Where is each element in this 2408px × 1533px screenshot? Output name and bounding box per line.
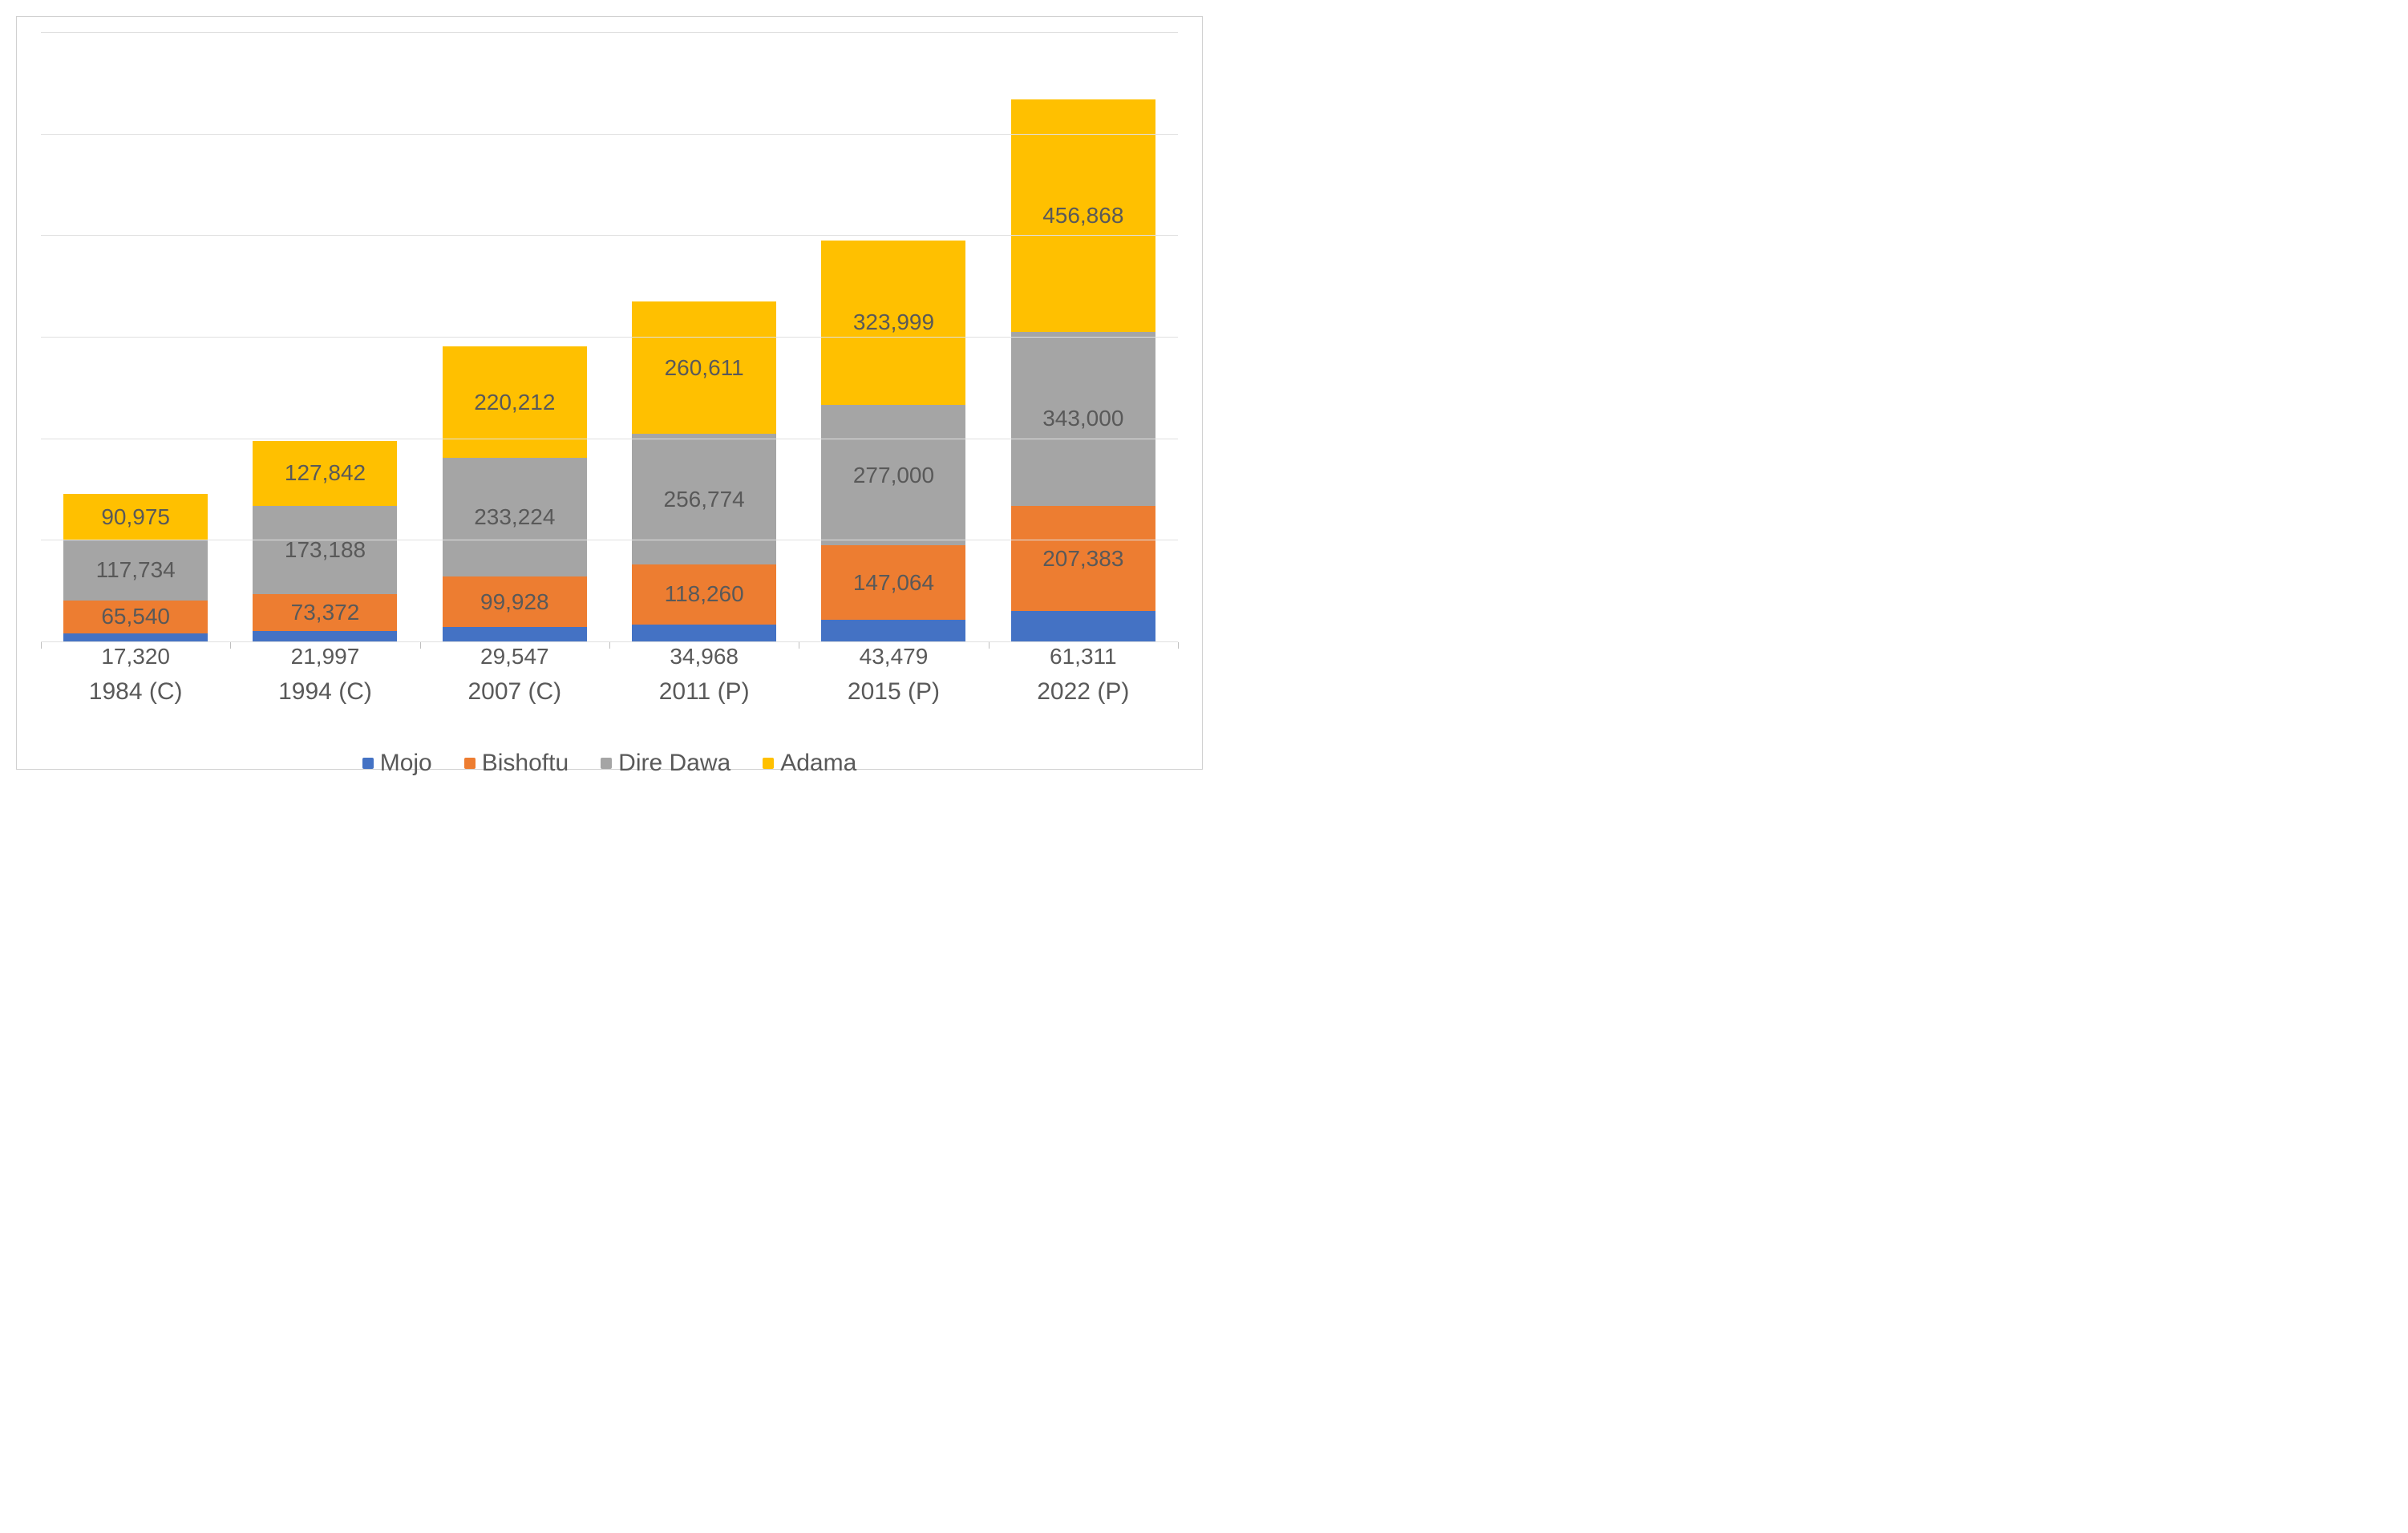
- bar-group: 43,479 147,064 277,000 323,999: [821, 241, 965, 642]
- bar-segment-bishoftu: 147,064: [821, 545, 965, 620]
- bar-group: 34,968 118,260 256,774 260,611: [632, 301, 776, 642]
- stacked-bar-chart: 17,320 65,540 117,734 90,975 21,997 73,372 173…: [16, 16, 1203, 770]
- bar-value-label: 65,540: [101, 604, 170, 629]
- legend-label: Dire Dawa: [618, 750, 730, 777]
- bar-segment-dire-dawa: 277,000: [821, 405, 965, 545]
- legend-swatch: [763, 758, 774, 769]
- bar-value-label: 99,928: [480, 589, 549, 615]
- gridline: [41, 134, 1178, 135]
- bar-value-label: 277,000: [853, 463, 934, 488]
- bar-value-label: 61,311: [1050, 644, 1117, 669]
- bar-value-label: 343,000: [1042, 406, 1123, 431]
- bar-value-label: 147,064: [853, 570, 934, 596]
- x-axis-label: 2015 (P): [821, 678, 965, 706]
- bar-value-label: 17,320: [101, 644, 170, 669]
- x-axis-tick: [1178, 642, 1179, 649]
- bar-segment-adama: 260,611: [632, 301, 776, 434]
- bar-group: 17,32065,540117,73490,975: [63, 494, 208, 642]
- x-axis-labels: 1984 (C) 1994 (C) 2007 (C) 2011 (P) 2015 (P)…: [41, 678, 1178, 706]
- bar-value-label: 34,968: [670, 644, 739, 669]
- legend-swatch: [601, 758, 612, 769]
- bar-group: 61,311 207,383 343,000 456,868: [1011, 99, 1155, 642]
- gridline: [41, 32, 1178, 33]
- bar-value-label: 233,224: [474, 504, 555, 530]
- bar-segment-adama: 90,975: [63, 494, 208, 540]
- legend-swatch: [464, 758, 476, 769]
- x-axis-label: 1984 (C): [63, 678, 208, 706]
- bar-stack: 17,32065,540117,73490,975: [63, 494, 208, 642]
- x-axis-label: 1994 (C): [253, 678, 397, 706]
- bar-value-label: 43,479: [860, 644, 929, 669]
- bar-stack: 34,968 118,260 256,774 260,611: [632, 301, 776, 642]
- bar-value-label: 118,260: [665, 581, 744, 607]
- bar-segment-mojo: 21,997: [253, 631, 397, 642]
- x-axis-label: 2022 (P): [1011, 678, 1155, 706]
- legend-item-mojo: Mojo: [362, 750, 432, 777]
- plot-area: 17,32065,540117,73490,97521,99773,372173…: [41, 33, 1178, 642]
- bar-segment-bishoftu: 73,372: [253, 594, 397, 631]
- legend: Mojo Bishoftu Dire Dawa Adama: [41, 750, 1178, 777]
- bar-value-label: 260,611: [665, 355, 744, 381]
- bar-segment-mojo: 43,479: [821, 620, 965, 642]
- x-axis-tick: [609, 642, 610, 649]
- bars-row: 17,32065,540117,73490,97521,99773,372173…: [41, 33, 1178, 642]
- bar-segment-dire-dawa: 256,774: [632, 434, 776, 564]
- legend-label: Bishoftu: [482, 750, 569, 777]
- bar-value-label: 220,212: [474, 390, 555, 415]
- bar-value-label: 90,975: [101, 504, 170, 530]
- bar-segment-mojo: 61,311: [1011, 611, 1155, 642]
- bar-segment-adama: 323,999: [821, 241, 965, 405]
- x-axis-label: 2007 (C): [443, 678, 587, 706]
- bar-segment-dire-dawa: 173,188: [253, 506, 397, 594]
- bar-value-label: 29,547: [480, 644, 549, 669]
- bar-segment-bishoftu: 118,260: [632, 564, 776, 625]
- legend-swatch: [362, 758, 374, 769]
- bar-value-label: 73,372: [291, 600, 360, 625]
- bar-stack: 43,479 147,064 277,000 323,999: [821, 241, 965, 642]
- legend-item-dire-dawa: Dire Dawa: [601, 750, 730, 777]
- bar-value-label: 117,734: [96, 557, 176, 583]
- bar-value-label: 323,999: [853, 309, 934, 335]
- bar-value-label: 456,868: [1042, 203, 1123, 229]
- bar-segment-dire-dawa: 343,000: [1011, 332, 1155, 506]
- bar-value-label: 127,842: [285, 460, 366, 486]
- gridline: [41, 235, 1178, 236]
- bar-segment-bishoftu: 207,383: [1011, 506, 1155, 611]
- bar-group: 21,997 73,372 173,188 127,842: [253, 441, 397, 642]
- bar-group: 29,547 99,928 233,224 220,212: [443, 346, 587, 642]
- bar-segment-dire-dawa: 117,734: [63, 540, 208, 601]
- legend-label: Adama: [780, 750, 856, 777]
- x-axis-tick: [230, 642, 231, 649]
- x-axis-tick: [989, 642, 990, 649]
- legend-item-adama: Adama: [763, 750, 856, 777]
- bar-value-label: 207,383: [1042, 546, 1123, 572]
- bar-segment-bishoftu: 65,540: [63, 601, 208, 634]
- bar-value-label: 173,188: [285, 537, 366, 563]
- bar-segment-dire-dawa: 233,224: [443, 458, 587, 576]
- x-axis-tick: [420, 642, 421, 649]
- bar-stack: 29,547 99,928 233,224 220,212: [443, 346, 587, 642]
- bar-segment-mojo: 34,968: [632, 625, 776, 642]
- bar-stack: 61,311 207,383 343,000 456,868: [1011, 99, 1155, 642]
- x-axis-tick: [41, 642, 42, 649]
- x-axis-label: 2011 (P): [632, 678, 776, 706]
- bar-segment-adama: 456,868: [1011, 99, 1155, 331]
- legend-item-bishoftu: Bishoftu: [464, 750, 569, 777]
- bar-stack: 21,997 73,372 173,188 127,842: [253, 441, 397, 642]
- bar-segment-adama: 127,842: [253, 441, 397, 506]
- legend-label: Mojo: [380, 750, 432, 777]
- gridline: [41, 337, 1178, 338]
- bar-segment-adama: 220,212: [443, 346, 587, 458]
- bar-segment-bishoftu: 99,928: [443, 576, 587, 627]
- bar-value-label: 21,997: [291, 644, 360, 669]
- bar-value-label: 256,774: [664, 487, 745, 512]
- bar-segment-mojo: 29,547: [443, 627, 587, 642]
